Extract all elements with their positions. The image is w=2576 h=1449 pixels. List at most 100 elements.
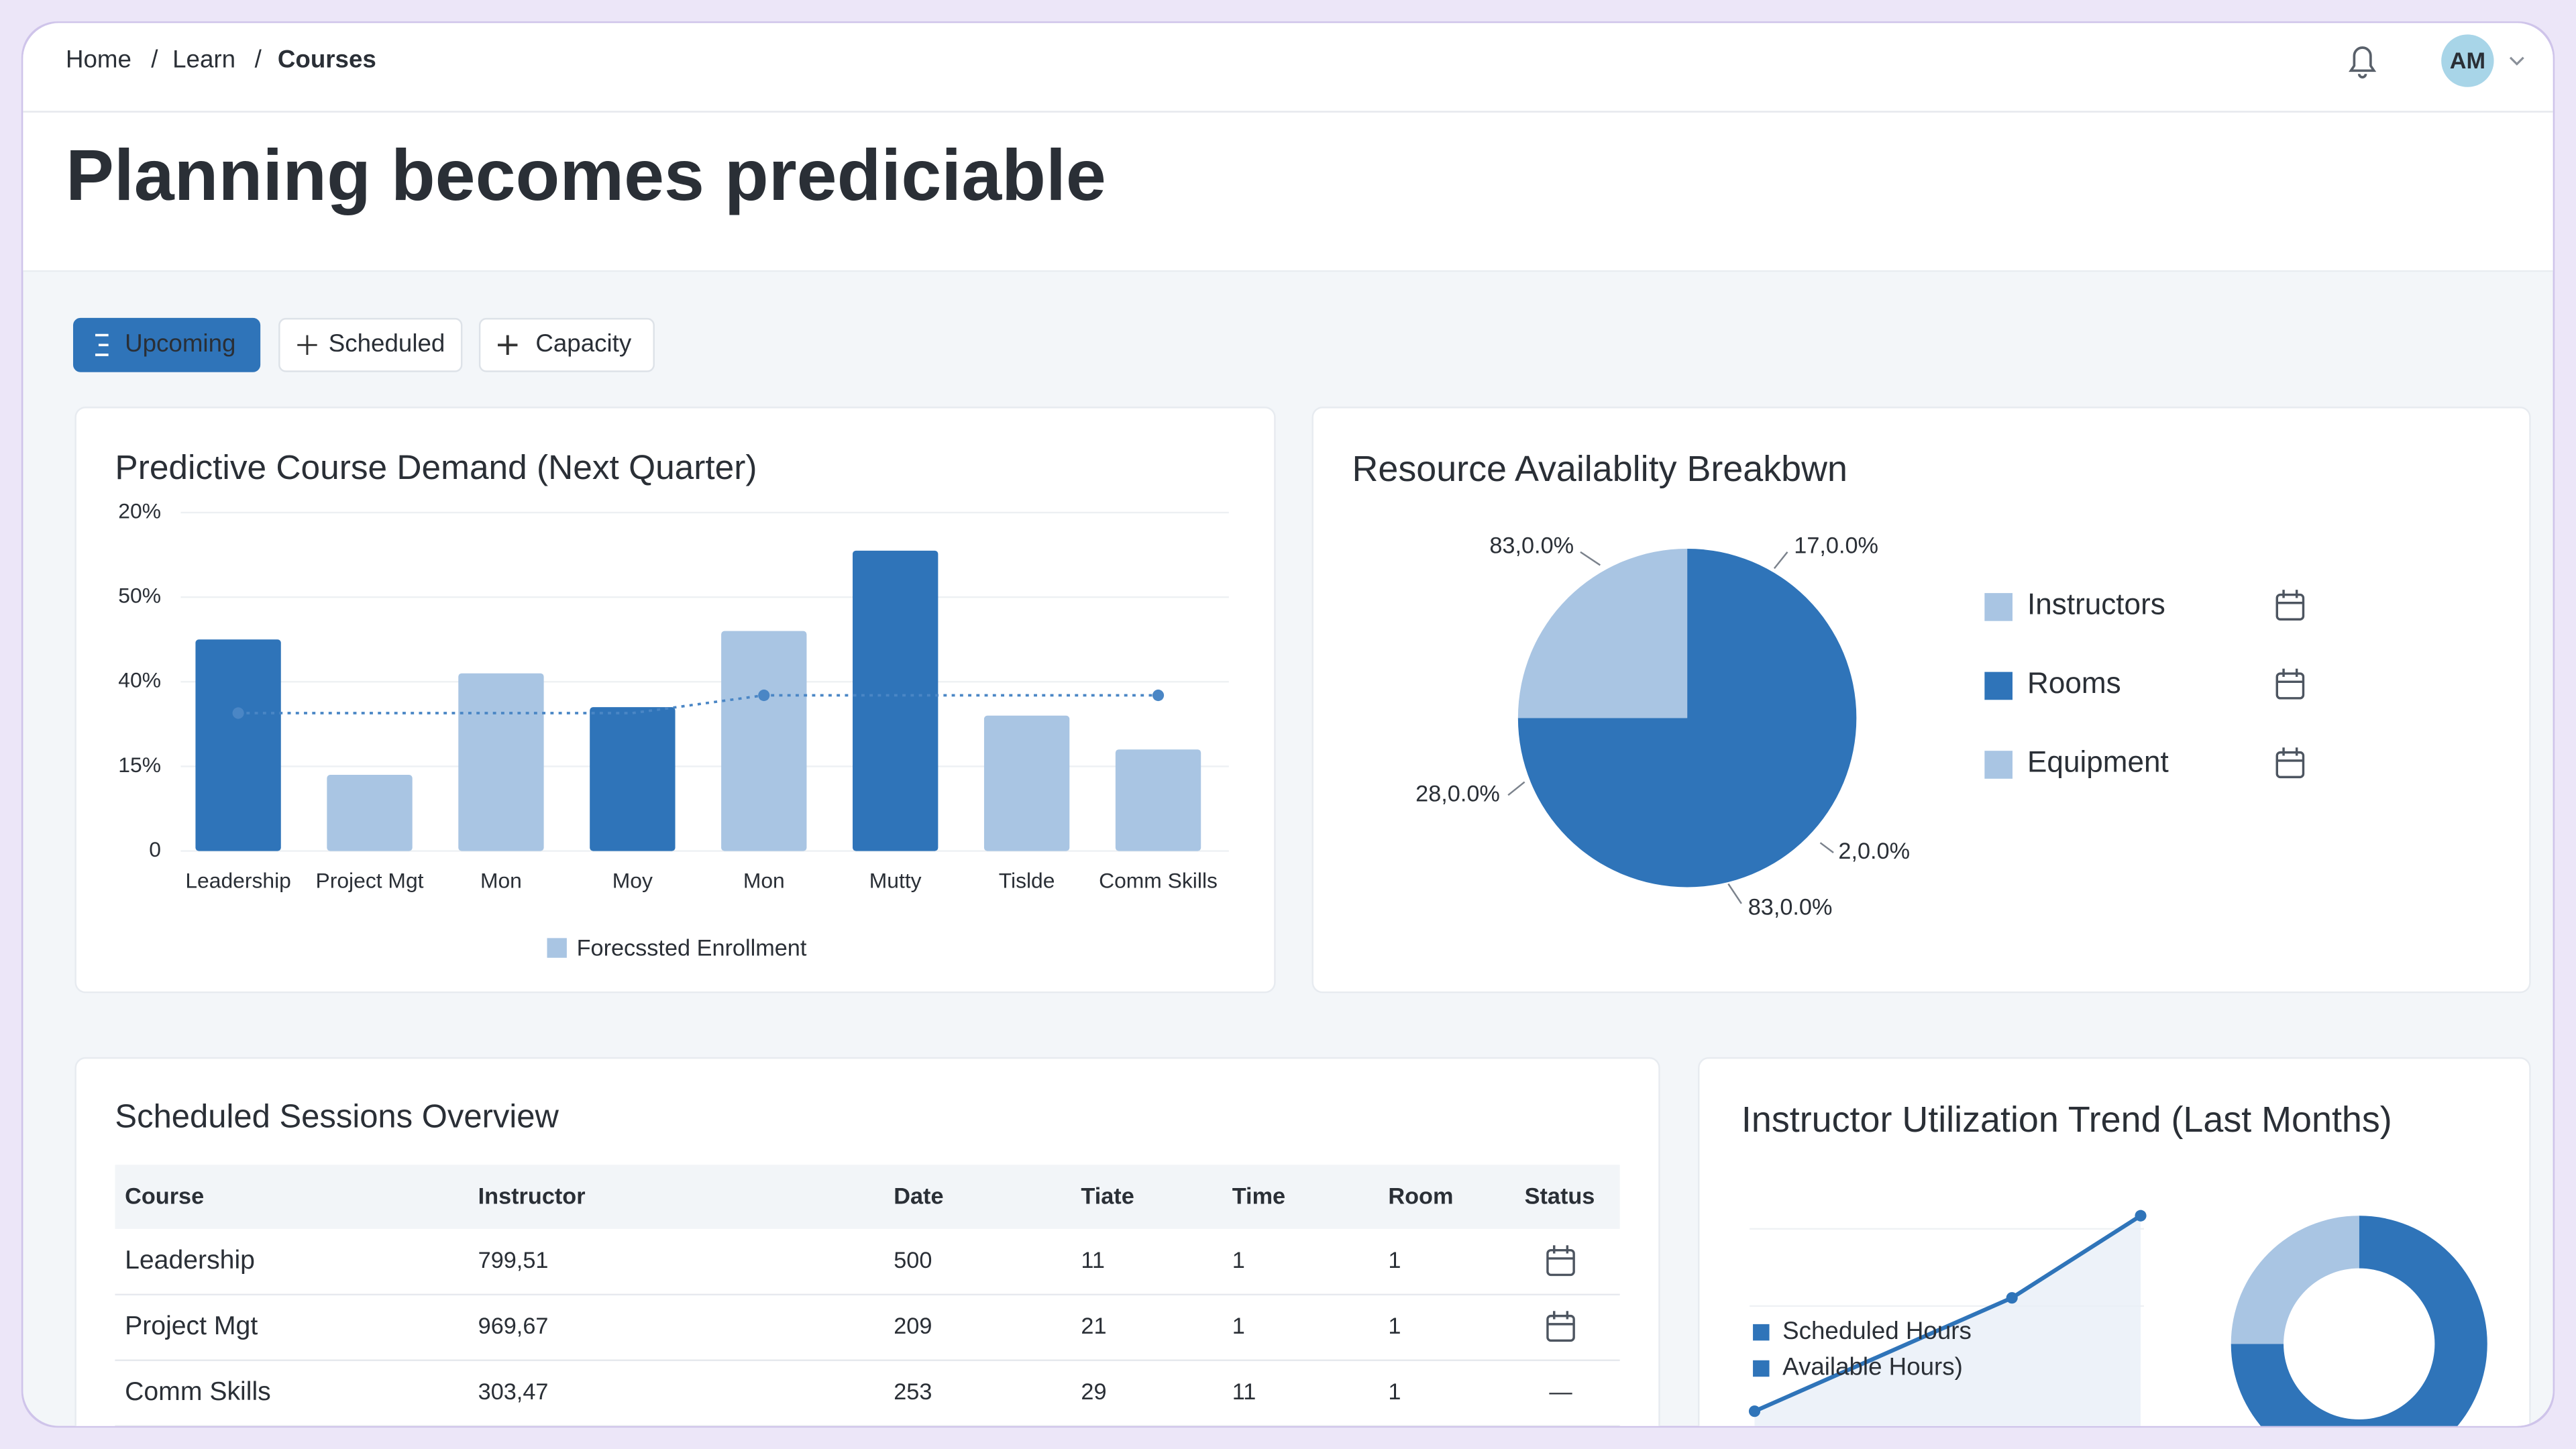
table-cell: 1 [1232, 1248, 1245, 1273]
legend-label: Instructors [2027, 588, 2165, 621]
breadcrumb-link[interactable]: Courses [278, 45, 376, 72]
table-cell: 799,51 [478, 1248, 549, 1273]
calendar-icon [1546, 1245, 1575, 1277]
reference-line [238, 694, 1159, 714]
slice-label: 28,0.0% [1415, 781, 1500, 806]
x-tick-label: Moy [612, 869, 653, 893]
bar [195, 639, 281, 851]
chart-title: Predictive Course Demand (Next Quarter) [115, 447, 757, 486]
table-cell: 1 [1388, 1248, 1401, 1273]
pie-slice [1517, 548, 1688, 718]
calendar-icon [1546, 1311, 1575, 1342]
x-tick-label: Mutty [869, 869, 922, 893]
x-tick-label: Mon [480, 869, 522, 893]
line-area [1754, 1216, 2141, 1426]
tab-icon [297, 335, 317, 355]
legend-label: Rooms [2027, 667, 2121, 700]
chart-title: Instructor Utilization Trend (Last Month… [1741, 1099, 2392, 1140]
column-header: Tiate [1081, 1183, 1134, 1209]
donut-slice [2231, 1216, 2487, 1426]
breadcrumb-link[interactable]: Learn [172, 45, 235, 72]
bar [853, 550, 938, 851]
x-tick-label: Project Mgt [316, 869, 424, 893]
bar [590, 707, 676, 851]
calendar-icon [2275, 590, 2305, 621]
icon-part [1546, 1248, 1575, 1277]
table-cell: Project Mgt [125, 1311, 258, 1340]
y-tick-label: 0 [149, 837, 161, 861]
bar [721, 631, 807, 851]
leader-line [1727, 883, 1742, 904]
leader-line [1507, 781, 1525, 796]
column-header: Date [894, 1183, 943, 1209]
line-point [2135, 1210, 2147, 1222]
reference-point [758, 689, 770, 702]
slice-label: 2,0.0% [1838, 839, 1910, 864]
table-cell: 969,67 [478, 1313, 549, 1339]
breadcrumb-separator: / [151, 45, 158, 72]
table-cell: 11 [1232, 1379, 1256, 1405]
bar [1115, 749, 1201, 851]
avatar-initials: AM [2450, 48, 2485, 74]
notification-bell[interactable] [2349, 46, 2377, 78]
slice-label: 83,0.0% [1748, 894, 1833, 920]
table-cell: 1 [1388, 1379, 1401, 1405]
tab-button[interactable] [478, 317, 655, 372]
legend-swatch [1984, 672, 2013, 700]
avatar-chevron [2509, 56, 2524, 66]
legend-swatch [1753, 1360, 1770, 1377]
breadcrumb-separator: / [255, 45, 262, 72]
table-cell: 303,47 [478, 1379, 549, 1405]
column-header: Instructor [478, 1183, 586, 1209]
icon-part [2275, 593, 2305, 621]
y-tick-label: 20% [118, 498, 161, 523]
table-cell: 253 [894, 1379, 932, 1405]
table-title: Scheduled Sessions Overview [115, 1099, 559, 1135]
icon-part [2275, 751, 2305, 779]
line-point [2006, 1292, 2018, 1304]
legend-label: Equipment [2027, 745, 2169, 778]
column-header: Course [125, 1183, 204, 1209]
column-header: Room [1388, 1183, 1453, 1209]
legend-swatch [1984, 751, 2013, 779]
table-cell: 21 [1081, 1313, 1106, 1339]
reference-point [232, 707, 244, 719]
table-cell: 209 [894, 1313, 932, 1339]
legend-label: Forecssted Enrollment [577, 936, 807, 961]
reference-point [1152, 689, 1165, 702]
x-tick-label: Tislde [999, 869, 1055, 893]
chart-title: Resource Availablity Breakbwn [1352, 449, 1847, 489]
bar [983, 715, 1070, 851]
slice-label: 83,0.0% [1489, 533, 1574, 559]
bar [327, 775, 413, 851]
legend-swatch [1984, 593, 2013, 621]
y-tick-label: 50% [118, 584, 161, 608]
card [1311, 407, 2531, 994]
donut-slice [2231, 1216, 2359, 1344]
tab-button[interactable] [278, 317, 463, 372]
slice-label: 17,0.0% [1794, 533, 1878, 559]
leader-line [1773, 551, 1788, 570]
page-title: Planning becomes prediciable [66, 134, 1106, 215]
tab-label: Upcoming [125, 329, 235, 357]
table-cell: 1 [1388, 1313, 1401, 1339]
x-tick-label: Mon [743, 869, 785, 893]
tab-button[interactable] [72, 317, 261, 372]
bar [458, 673, 544, 851]
tab-label: Capacity [535, 329, 631, 357]
table-cell: 29 [1081, 1379, 1106, 1405]
status: — [1549, 1379, 1572, 1405]
table-cell: 500 [894, 1248, 932, 1273]
line-point [1748, 1405, 1761, 1417]
y-tick-label: 40% [118, 668, 161, 692]
table-header-bg [115, 1165, 1620, 1229]
icon-part [2275, 672, 2305, 700]
x-tick-label: Leadership [185, 869, 290, 893]
legend-swatch [547, 938, 567, 958]
breadcrumb-link[interactable]: Home [66, 45, 131, 72]
x-tick-label: Comm Skills [1099, 869, 1218, 893]
tab-icon [498, 335, 518, 355]
avatar[interactable] [2441, 34, 2494, 87]
